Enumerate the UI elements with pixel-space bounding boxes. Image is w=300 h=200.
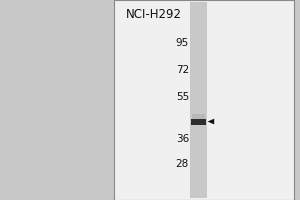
- Text: 55: 55: [176, 92, 189, 102]
- Text: 72: 72: [176, 65, 189, 75]
- Bar: [191, 119, 206, 125]
- Bar: [192, 114, 205, 119]
- Polygon shape: [208, 119, 214, 124]
- Bar: [190, 2, 207, 198]
- Text: 95: 95: [176, 38, 189, 48]
- Text: NCI-H292: NCI-H292: [126, 7, 182, 21]
- Text: 36: 36: [176, 134, 189, 144]
- Text: 28: 28: [176, 159, 189, 169]
- Bar: [114, 0, 294, 200]
